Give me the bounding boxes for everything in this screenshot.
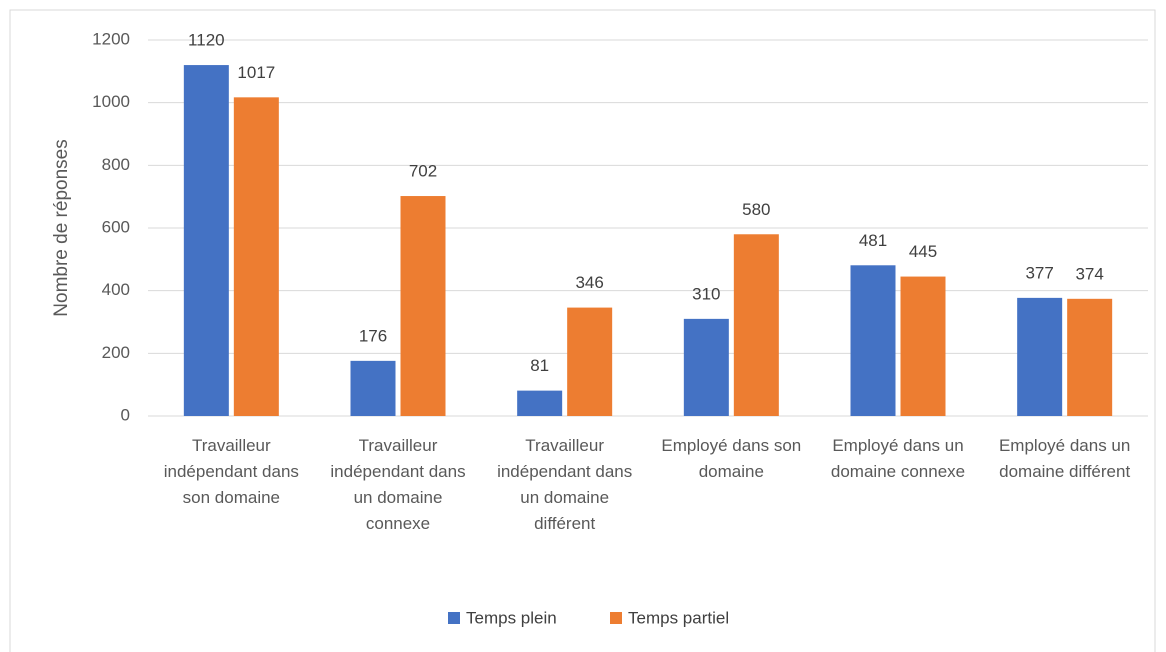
bar <box>1017 297 1063 416</box>
bar <box>567 307 613 416</box>
x-tick-label: Travailleur indépendant dans un domaine … <box>497 436 633 533</box>
y-tick-label: 0 <box>121 405 130 424</box>
chart-border <box>9 9 1156 652</box>
data-label: 81 <box>530 356 549 375</box>
data-label: 346 <box>575 273 603 292</box>
bar <box>350 360 396 416</box>
bar <box>183 65 229 417</box>
data-label: 1017 <box>237 63 275 82</box>
data-label: 481 <box>859 231 887 250</box>
data-label: 445 <box>909 242 937 261</box>
x-tick-label: Travailleur indépendant dans son domaine <box>163 436 299 507</box>
data-label: 374 <box>1075 264 1103 283</box>
y-tick-label: 400 <box>102 280 130 299</box>
data-label: 580 <box>742 200 770 219</box>
legend-label: Temps plein <box>466 608 557 627</box>
x-tick-label: Travailleur indépendant dans un domaine … <box>330 436 466 533</box>
x-tick-label: Employé dans un domaine connexe <box>830 436 966 481</box>
y-tick-label: 800 <box>102 155 130 174</box>
legend-swatch <box>610 612 622 624</box>
data-label: 310 <box>692 284 720 303</box>
bar <box>850 265 896 416</box>
x-tick-label: Employé dans un domaine différent <box>998 436 1131 481</box>
bar <box>683 318 729 416</box>
data-label: 377 <box>1025 263 1053 282</box>
bar <box>733 234 779 416</box>
y-tick-label: 1000 <box>92 92 130 111</box>
x-tick-label: Employé dans son domaine <box>661 436 802 481</box>
legend-label: Temps partiel <box>628 608 729 627</box>
bar <box>517 390 563 416</box>
data-label: 176 <box>359 326 387 345</box>
bar <box>400 196 446 416</box>
y-axis-label: Nombre de réponses <box>51 139 72 316</box>
bar <box>1067 298 1113 416</box>
bar <box>900 276 946 416</box>
data-label: 702 <box>409 162 437 181</box>
y-tick-label: 200 <box>102 343 130 362</box>
y-tick-label: 1200 <box>92 29 130 48</box>
bar <box>233 97 279 416</box>
legend-swatch <box>448 612 460 624</box>
y-tick-label: 600 <box>102 217 130 236</box>
data-label: 1120 <box>188 31 225 50</box>
